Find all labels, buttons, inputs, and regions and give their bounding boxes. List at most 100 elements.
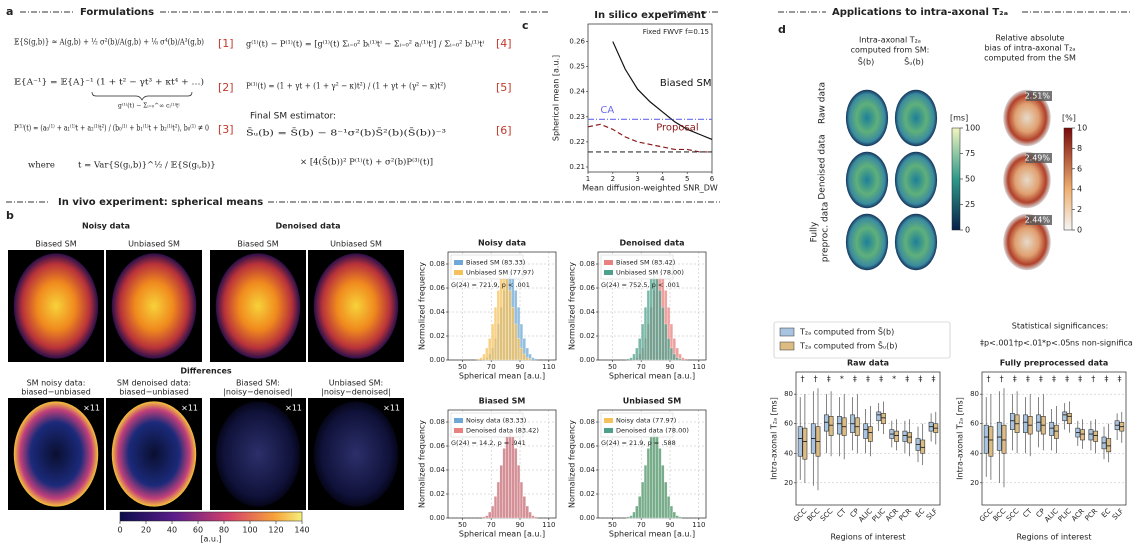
y-tick-label: 0.08 [429, 260, 445, 268]
legend-swatch [604, 270, 613, 275]
panel-c: c [520, 11, 718, 32]
significance-marker: ‡ [1039, 375, 1043, 384]
brain-image [313, 253, 399, 359]
y-tick-label: 40 [784, 449, 793, 457]
histogram-bar [641, 481, 645, 519]
significance-marker: ‡ [1117, 375, 1121, 384]
colorbar [951, 127, 961, 231]
colorbar-tick-label: 40 [167, 526, 177, 535]
legend-swatch [454, 270, 463, 275]
panel-letter: b [6, 209, 14, 222]
histogram-bar [491, 323, 495, 361]
box [1009, 413, 1015, 430]
histogram-bar [516, 465, 521, 519]
x-tick-label: SCC [1005, 507, 1021, 523]
significance-marker: † [814, 375, 818, 384]
legend-label: Unbiased SM (78.00) [616, 269, 684, 277]
histogram-bar [678, 358, 682, 361]
badge: 2.49% [1025, 154, 1051, 163]
significance-marker: ‡ [853, 375, 857, 384]
x-tick-label: 70 [487, 521, 496, 529]
colorbar-tick-label: 0 [1077, 226, 1082, 235]
equation-tag: [1] [218, 37, 234, 50]
histogram-bar [491, 505, 495, 519]
histogram-bar [502, 448, 506, 519]
histogram-bar [516, 338, 521, 361]
x-tick-label: 70 [637, 363, 646, 371]
histogram-bar [505, 278, 509, 361]
histogram-bar [496, 290, 500, 361]
histogram-bar [629, 357, 633, 361]
chart-title: Biased SM [479, 397, 526, 406]
badge: 2.44% [1025, 216, 1051, 225]
legend-label: T₂ₐ computed from S̄ᵤ(b) [799, 340, 897, 350]
y-tick-label: 0.25 [569, 63, 585, 71]
legend-swatch [604, 260, 613, 265]
y-tick-label: 0.02 [579, 332, 595, 340]
histogram-bar [482, 353, 486, 361]
panel-a: a Formulations 𝔼{S(g,b)} ≃ A(g,b) + ½ σ²… [6, 5, 512, 171]
histogram-bar [508, 290, 512, 361]
histogram-bar [488, 338, 492, 361]
significance-marker: † [1091, 375, 1095, 384]
brain-image [894, 89, 938, 147]
image-label: Unbiased SM [128, 240, 180, 249]
scale-mark: ×11 [383, 404, 400, 413]
significance-title: Statistical significances: [1012, 322, 1108, 331]
histogram-bar [485, 515, 489, 519]
equation: t = Var{S(gᵢ,b)}^½ / 𝔼{S(gᵢ,b)} [78, 160, 216, 171]
brain-image [215, 401, 301, 507]
histogram-bar [643, 465, 648, 519]
box [907, 432, 913, 444]
histogram-bar [525, 357, 529, 361]
x-tick-label: 50 [458, 363, 467, 371]
panel-d: d Applications to intra-axonal T₂ₐ Intra… [773, 7, 1133, 359]
equation-tag: [4] [496, 37, 512, 50]
colorbar-tick-label: 10 [1077, 124, 1087, 133]
equation: g⁽¹⁾(t) − P⁽¹⁾(t) = [g⁽¹⁾(t) Σᵢ₌₀² bᵢ⁽¹⁾… [246, 39, 484, 50]
colorbar-tick-label: 100 [242, 526, 257, 535]
row-label: Fully [810, 221, 820, 242]
histogram-bar [511, 307, 515, 361]
histogram-bar [525, 505, 529, 519]
y-tick-label: 0.08 [429, 418, 445, 426]
image-label: biased−unbiased [21, 388, 91, 397]
colorbar-tick-label: 140 [294, 526, 309, 535]
panel-letter: c [522, 19, 529, 32]
colorbar-tick-label: 6 [1077, 164, 1082, 173]
chart-title: Fully preprocessed data [1000, 359, 1109, 368]
histogram-bar [678, 516, 682, 519]
brain-image [215, 253, 301, 359]
significance-marker: ‡ [1052, 375, 1056, 384]
x-tick-label: PCR [898, 507, 914, 523]
significance-marker: ‡ [866, 375, 870, 384]
x-tick-label: EC [914, 507, 926, 519]
box [902, 430, 908, 442]
significance-marker: ‡ [1078, 375, 1082, 384]
significance-marker: * [892, 375, 896, 384]
histogram-bar [482, 516, 486, 519]
image-label: biased−unbiased [119, 388, 189, 397]
significance-marker: † [987, 375, 991, 384]
chart-title: In silico experiment [594, 10, 706, 21]
chart-title: Unbiased SM [623, 397, 682, 406]
y-tick-label: 0.04 [579, 466, 595, 474]
significance-marker: ‡ [879, 375, 883, 384]
badge-bg [1026, 215, 1052, 225]
histogram-bar [485, 347, 489, 361]
histogram-bar [661, 465, 665, 519]
colorbar-tick-label: 0 [965, 226, 970, 235]
histogram-bar [519, 481, 524, 519]
badge-bg [1026, 91, 1052, 101]
badge: 2.51% [1025, 92, 1051, 101]
histogram-bar [531, 515, 535, 519]
significance-item: ‡p<.001 [980, 339, 1014, 348]
colorbar-tick-label: 80 [219, 526, 229, 535]
y-tick-label: 0.06 [579, 284, 595, 292]
x-tick-label: PLIC [871, 507, 887, 523]
histogram-bar [496, 481, 500, 519]
annotation: G(24) = 721.9, p < .001 [451, 281, 530, 289]
chart-title: Raw data [847, 359, 889, 368]
y-axis-label: Normalized frequency [418, 262, 427, 350]
